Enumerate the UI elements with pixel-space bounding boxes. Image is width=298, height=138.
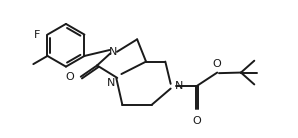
Text: N: N [175,81,184,91]
Text: N: N [109,47,118,57]
Text: O: O [192,116,201,126]
Text: F: F [34,30,40,40]
Text: N: N [107,78,116,88]
Text: O: O [66,72,74,82]
Text: O: O [213,59,222,69]
